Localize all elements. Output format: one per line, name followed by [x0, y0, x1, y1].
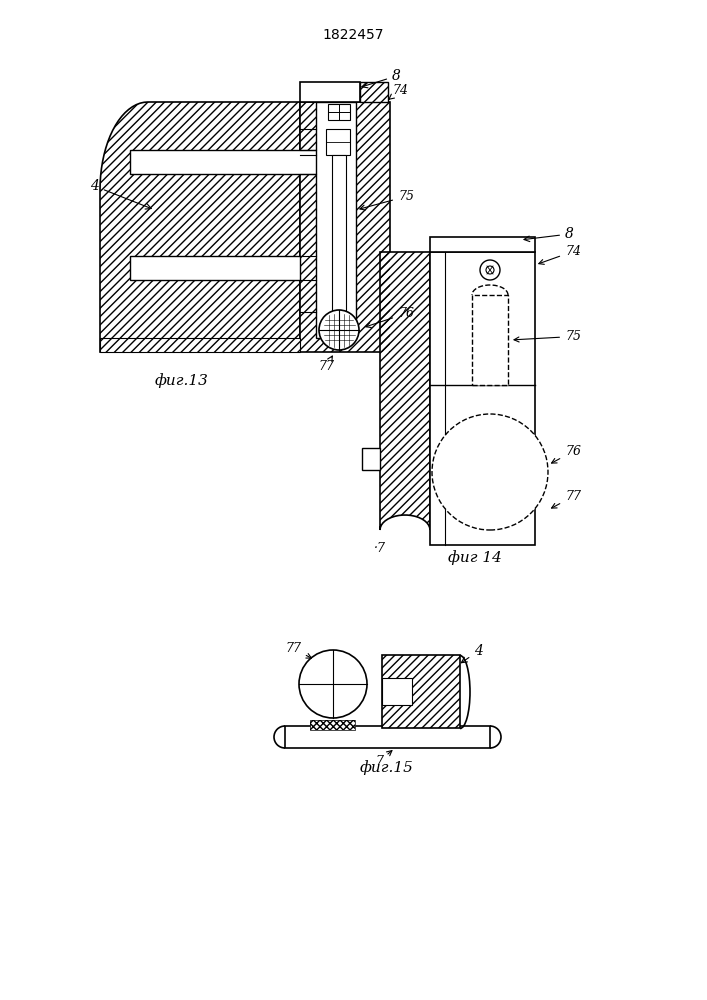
Bar	[300, 102, 390, 352]
Bar	[326, 129, 350, 155]
Text: фиг.13: фиг.13	[155, 373, 209, 388]
Circle shape	[480, 260, 500, 280]
Bar	[285, 726, 490, 748]
Circle shape	[486, 266, 494, 274]
Bar	[360, 82, 388, 102]
Bar	[300, 102, 390, 352]
Circle shape	[319, 310, 359, 350]
Circle shape	[299, 650, 367, 718]
Bar	[382, 655, 460, 728]
Text: 8: 8	[524, 227, 574, 242]
Text: 4: 4	[461, 644, 483, 663]
Text: фиг.15: фиг.15	[360, 760, 414, 775]
Text: 1822457: 1822457	[322, 28, 384, 42]
Bar	[472, 295, 508, 385]
Text: 77: 77	[285, 642, 312, 658]
Bar	[430, 237, 535, 252]
Polygon shape	[100, 338, 300, 352]
Bar	[310, 720, 355, 730]
Bar	[332, 155, 346, 312]
Text: 75: 75	[360, 190, 414, 210]
Polygon shape	[100, 102, 300, 352]
Text: 77: 77	[551, 490, 581, 508]
Bar	[430, 252, 535, 545]
Bar	[130, 150, 340, 174]
Circle shape	[432, 414, 548, 530]
Text: 75: 75	[514, 330, 581, 343]
Text: 76: 76	[551, 445, 581, 463]
Text: ·7: ·7	[374, 542, 386, 555]
Bar	[316, 102, 356, 338]
Text: 76: 76	[366, 307, 414, 328]
Text: 77: 77	[318, 356, 334, 373]
Bar	[362, 448, 380, 470]
Bar	[328, 104, 350, 120]
Bar	[382, 678, 412, 705]
Bar	[382, 655, 460, 728]
Bar	[130, 256, 300, 280]
Polygon shape	[380, 252, 430, 530]
Text: 4: 4	[90, 179, 151, 209]
Text: фиг 14: фиг 14	[448, 550, 502, 565]
Text: 74: 74	[539, 245, 581, 264]
Text: 74: 74	[389, 84, 408, 99]
Text: 7: 7	[375, 751, 392, 768]
Bar	[310, 720, 355, 730]
Bar	[360, 82, 388, 102]
Text: 8: 8	[362, 69, 401, 88]
Bar	[300, 82, 360, 102]
